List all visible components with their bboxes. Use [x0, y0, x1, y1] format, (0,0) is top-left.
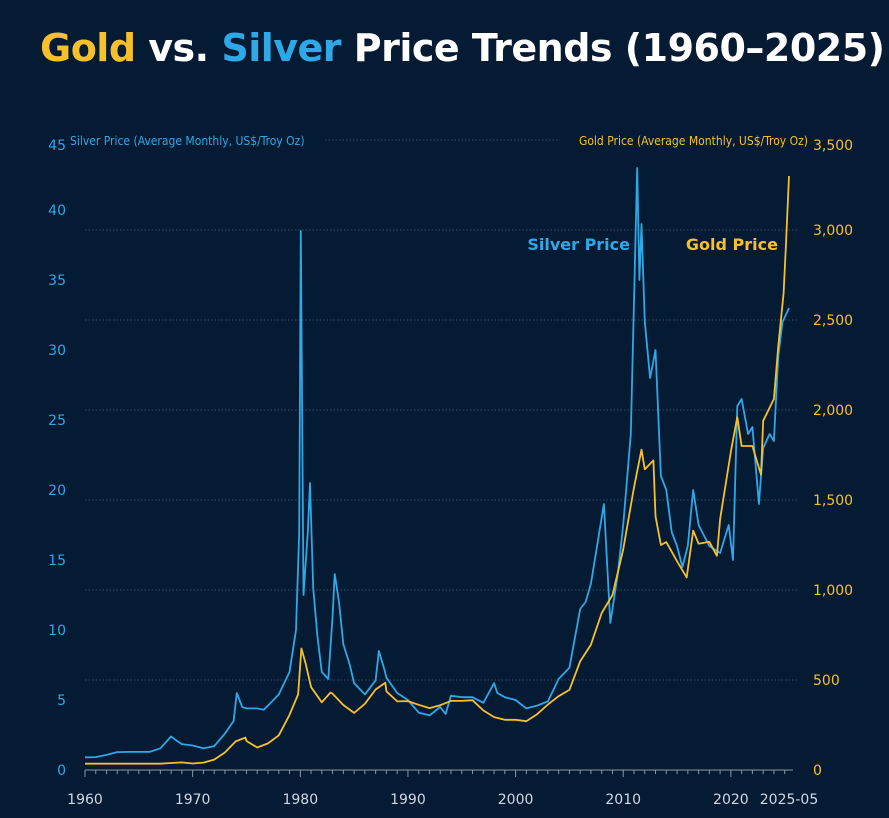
x-tick-label: 1980: [282, 792, 318, 808]
left-tick-label: 20: [48, 483, 66, 499]
grid-lines: [85, 139, 799, 681]
title-rest: Price Trends (1960–2025): [341, 26, 885, 70]
x-axis: 1960 1970 1980 1990 2000 2010 2020 2025-05: [67, 769, 819, 808]
gold-series-label: Gold Price: [686, 235, 778, 254]
left-tick-label: 25: [48, 413, 66, 429]
x-tick-label: 1970: [175, 792, 211, 808]
right-tick-label: 2,000: [813, 403, 853, 419]
title-vs: vs.: [135, 26, 222, 70]
left-axis-ticks: 0 5 10 15 20 25 30 35 40 45: [48, 138, 66, 779]
title-gold: Gold: [40, 26, 136, 70]
x-tick-label: 2025-05: [760, 792, 819, 808]
x-tick-label: 2010: [605, 792, 641, 808]
left-tick-label: 0: [57, 763, 66, 779]
left-tick-label: 10: [48, 623, 66, 639]
x-tick-label: 1990: [390, 792, 426, 808]
silver-price-line: [84, 167, 790, 759]
left-tick-label: 45: [48, 138, 66, 154]
left-tick-label: 40: [48, 203, 66, 219]
silver-series-label: Silver Price: [527, 235, 630, 254]
x-tick-label: 2000: [498, 792, 534, 808]
x-tick-label: 2020: [713, 792, 749, 808]
right-tick-label: 500: [813, 673, 840, 689]
x-tick-label: 1960: [67, 792, 103, 808]
right-tick-label: 0: [813, 763, 822, 779]
gold-price-line: [85, 175, 790, 765]
left-axis-title: Silver Price (Average Monthly, US$/Troy …: [70, 134, 305, 148]
chart-title: Gold vs. Silver Price Trends (1960–2025): [40, 26, 885, 70]
right-axis-title: Gold Price (Average Monthly, US$/Troy Oz…: [579, 134, 808, 148]
right-tick-label: 1,000: [813, 583, 853, 599]
left-tick-label: 5: [57, 693, 66, 709]
left-tick-label: 35: [48, 273, 66, 289]
right-tick-label: 3,500: [813, 138, 853, 154]
right-tick-label: 1,500: [813, 493, 853, 509]
right-axis-ticks: 0 500 1,000 1,500 2,000 2,500 3,000 3,500: [813, 138, 853, 779]
title-silver: Silver: [221, 26, 342, 70]
left-tick-label: 30: [48, 343, 66, 359]
left-tick-label: 15: [48, 553, 66, 569]
series-lines: [84, 167, 790, 765]
right-tick-label: 2,500: [813, 313, 853, 329]
right-tick-label: 3,000: [813, 223, 853, 239]
